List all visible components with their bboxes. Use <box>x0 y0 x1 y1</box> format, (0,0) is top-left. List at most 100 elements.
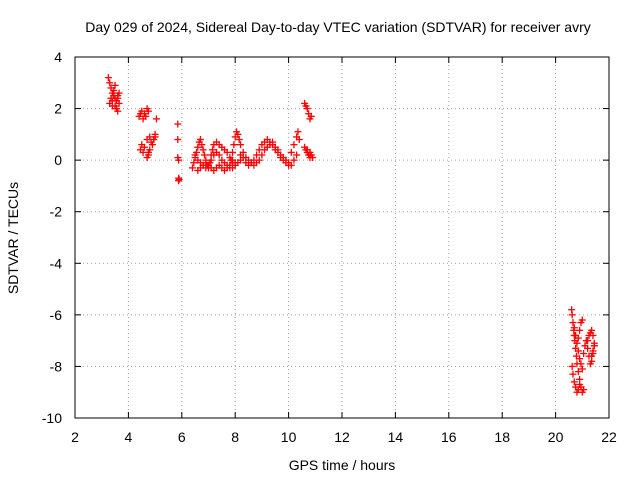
data-point <box>200 151 208 159</box>
data-point <box>574 368 582 376</box>
data-point <box>194 143 202 151</box>
data-point <box>293 151 301 159</box>
x-tick-label: 8 <box>231 429 239 445</box>
x-tick-label: 2 <box>71 429 79 445</box>
y-tick-label: 2 <box>54 101 62 117</box>
data-point <box>174 120 182 128</box>
data-point <box>578 365 586 373</box>
x-tick-label: 18 <box>494 429 510 445</box>
data-point <box>215 151 223 159</box>
data-point <box>237 141 245 149</box>
data-point <box>569 370 577 378</box>
data-point <box>144 148 152 156</box>
data-point <box>589 347 597 355</box>
data-point <box>229 148 237 156</box>
data-point <box>234 130 242 138</box>
data-point <box>580 350 588 358</box>
data-point <box>174 136 182 144</box>
y-tick-label: -10 <box>42 410 62 426</box>
x-axis: 2 4 6 8 10 12 14 16 18 20 22 <box>71 57 617 445</box>
data-point <box>111 102 119 110</box>
data-point <box>207 156 215 164</box>
data-point <box>151 130 159 138</box>
data-point <box>114 107 122 115</box>
data-point <box>589 331 597 339</box>
data-point <box>199 146 207 154</box>
data-point <box>143 154 151 162</box>
data-point <box>290 141 298 149</box>
data-point <box>255 146 263 154</box>
data-point <box>574 347 582 355</box>
data-point <box>106 79 114 87</box>
data-point <box>239 154 247 162</box>
data-point <box>584 344 592 352</box>
data-point <box>148 141 156 149</box>
data-point <box>570 378 578 386</box>
data-point <box>115 89 123 97</box>
x-tick-label: 14 <box>388 429 404 445</box>
data-point <box>188 164 196 172</box>
data-point <box>577 360 585 368</box>
data-point <box>196 136 204 144</box>
data-point <box>588 326 596 334</box>
x-axis-label: GPS time / hours <box>289 457 396 473</box>
data-point <box>287 161 295 169</box>
data-points <box>104 74 598 396</box>
data-point <box>287 148 295 156</box>
data-point <box>253 151 261 159</box>
data-point <box>144 107 152 115</box>
data-point <box>295 136 303 144</box>
y-axis: 4 2 0 -2 -4 -6 -8 -10 <box>42 49 609 426</box>
grid-lines <box>75 57 609 418</box>
data-point <box>110 87 118 95</box>
data-point <box>191 151 199 159</box>
data-point <box>576 355 584 363</box>
data-point <box>108 97 116 105</box>
data-point <box>198 141 206 149</box>
data-point <box>570 324 578 332</box>
data-point <box>235 136 243 144</box>
x-tick-label: 10 <box>281 429 297 445</box>
data-point <box>269 141 277 149</box>
data-point <box>303 105 311 113</box>
y-tick-label: 4 <box>54 49 62 65</box>
data-point <box>580 386 588 394</box>
y-tick-label: -2 <box>50 204 63 220</box>
x-tick-label: 16 <box>441 429 457 445</box>
data-point <box>250 156 258 164</box>
x-tick-label: 4 <box>125 429 133 445</box>
data-point <box>294 128 302 136</box>
data-point <box>175 175 183 183</box>
data-point <box>584 337 592 345</box>
data-point <box>569 319 577 327</box>
data-point <box>230 141 238 149</box>
data-point <box>175 156 183 164</box>
data-point <box>140 143 148 151</box>
data-point <box>578 316 586 324</box>
data-point <box>573 339 581 347</box>
data-point <box>568 311 576 319</box>
data-point <box>114 94 122 102</box>
x-tick-label: 22 <box>601 429 617 445</box>
x-tick-label: 12 <box>334 429 350 445</box>
x-tick-label: 6 <box>178 429 186 445</box>
y-tick-label: -8 <box>50 358 63 374</box>
data-point <box>568 362 576 370</box>
data-point <box>111 81 119 89</box>
y-tick-label: -6 <box>50 307 63 323</box>
data-point <box>152 115 160 123</box>
y-axis-label: SDTVAR / TECUs <box>5 182 21 294</box>
data-point <box>227 156 235 164</box>
data-point <box>309 154 317 162</box>
data-point <box>574 334 582 342</box>
x-tick-label: 20 <box>548 429 564 445</box>
data-point <box>307 112 315 120</box>
data-point <box>576 326 584 334</box>
y-tick-label: 0 <box>54 152 62 168</box>
data-point <box>590 342 598 350</box>
data-point <box>209 146 217 154</box>
data-point <box>290 156 298 164</box>
data-point <box>104 74 112 82</box>
